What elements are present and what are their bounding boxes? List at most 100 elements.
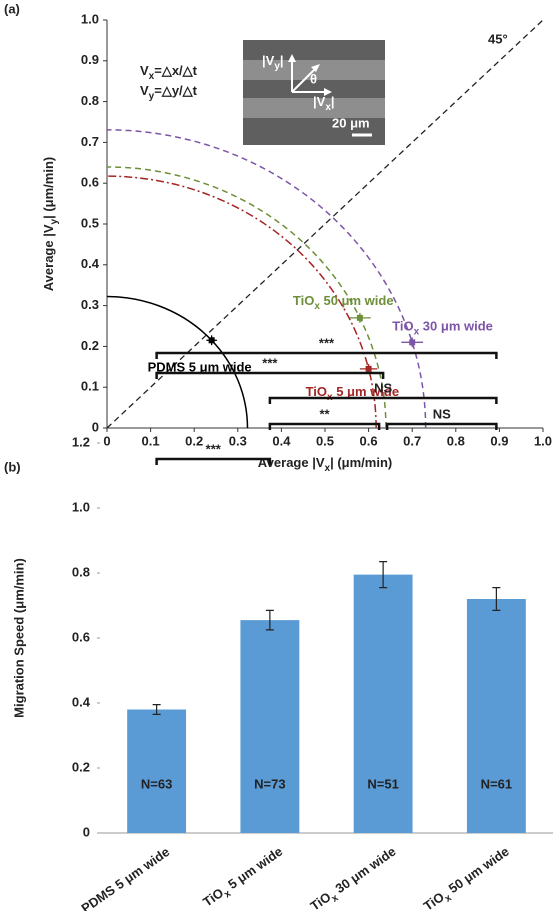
speed-arc	[106, 175, 377, 429]
y-tick-label: 0.4	[72, 694, 91, 709]
series-label-part: 50 μm wide	[320, 293, 394, 308]
y-tick-label: 0.4	[81, 256, 100, 271]
y-tick-label: 0.2	[72, 759, 90, 774]
x-tick-label: 0.4	[272, 433, 291, 448]
significance-bracket	[268, 396, 498, 404]
x-tick-label: PDMS 5 μm wide	[78, 844, 172, 911]
y-tick-label: 0.8	[72, 564, 90, 579]
error-bar	[152, 704, 161, 715]
x-tick-label: 0.2	[185, 433, 203, 448]
inset-stripe	[243, 98, 385, 118]
point	[208, 337, 215, 344]
inset-label: |Vy|	[262, 53, 284, 71]
series-label-part: 30 μm wide	[419, 319, 493, 334]
bar	[353, 574, 413, 833]
inset-label: θ	[310, 71, 317, 86]
equation: Vy=△y/△t	[140, 83, 198, 101]
bar-label: N=63	[141, 776, 172, 791]
y-tick-label: 0.9	[81, 52, 99, 67]
y-tick-label: 0	[92, 419, 99, 434]
equation-part: V	[140, 63, 149, 78]
series-label: TiOx 30 μm wide	[392, 319, 493, 337]
y-axis-label: Migration Speed (μm/min)	[11, 558, 26, 718]
x-axis-label-part: Average |V	[258, 455, 325, 470]
x-tick-label: 1.0	[534, 433, 552, 448]
x-tick-label: 0.7	[403, 433, 421, 448]
significance-label: **	[319, 406, 330, 421]
significance-bracket	[155, 351, 498, 359]
bar-label: N=73	[254, 776, 285, 791]
y-tick-label: 0.2	[81, 338, 99, 353]
y-axis-label: Average |Vy| (μm/min)	[41, 157, 59, 291]
inset-label-part: |V	[262, 53, 275, 68]
x-tick-label-part: 30 μm wide	[330, 844, 399, 899]
significance-label: ***	[319, 335, 335, 350]
error-bar	[265, 609, 274, 631]
y-tick-label: 1.2	[72, 434, 90, 449]
equation-part: =△x/△t	[154, 63, 197, 78]
x-tick-label: 0.8	[447, 433, 465, 448]
y-axis-label-part: y	[49, 218, 60, 224]
x-tick-label: 0.9	[490, 433, 508, 448]
x-tick-label-part: 50 μm wide	[443, 844, 512, 899]
inset-label: |Vx|	[313, 94, 335, 112]
x-tick-label-part: x	[329, 892, 340, 904]
significance-label: ***	[206, 441, 222, 456]
y-tick-label: 0.7	[81, 134, 99, 149]
inset-label-part: y	[274, 61, 280, 72]
point	[365, 365, 372, 372]
series-label-part: TiO	[306, 384, 327, 399]
bar	[127, 709, 187, 833]
x-tick-label-part: 5 μm wide	[223, 844, 286, 894]
significance-bracket	[268, 422, 381, 430]
x-tick-label: 0.1	[142, 433, 160, 448]
equation-part: =△y/△t	[154, 83, 197, 98]
bar-label: N=51	[367, 776, 398, 791]
series-label-part: 5 μm wide	[333, 384, 399, 399]
error-bar	[379, 561, 388, 589]
x-axis-label-part: x	[325, 463, 331, 474]
panel-label: (a)	[4, 1, 20, 16]
series-label-part: TiO	[293, 293, 314, 308]
significance-bracket	[385, 422, 498, 430]
y-tick-label: 0.1	[81, 379, 99, 394]
significance-bracket	[155, 371, 385, 379]
x-axis-label-part: | (μm/min)	[330, 455, 392, 470]
inset-label-part: |V	[313, 94, 326, 109]
y-tick-label: 0.6	[72, 629, 90, 644]
speed-arc	[106, 166, 387, 429]
panel-label: (b)	[4, 459, 21, 474]
series-label-part: x	[414, 326, 420, 337]
series-label-part: TiO	[392, 319, 413, 334]
inset-image: |Vy|θ|Vx|20 μm	[243, 40, 385, 145]
equation-part: V	[140, 83, 149, 98]
error-bar	[492, 587, 501, 611]
inset-arrow	[291, 65, 319, 93]
x-tick-label-part: TiO	[421, 889, 447, 911]
y-tick-label: 1.0	[81, 11, 99, 26]
x-tick-label-part: x	[443, 892, 454, 904]
y-tick-label: 0.3	[81, 297, 99, 312]
bar-label: N=61	[481, 776, 512, 791]
y-axis-label-part: | (μm/min)	[41, 157, 56, 219]
series-label: PDMS 5 μm wide	[148, 360, 252, 375]
bar	[466, 599, 526, 833]
y-tick-label: 0.5	[81, 215, 99, 230]
series-label: TiOx 50 μm wide	[293, 293, 394, 311]
series-label: TiOx 5 μm wide	[306, 384, 399, 402]
x-tick-label-part: TiO	[308, 889, 334, 911]
x-tick-label: TiOx 30 μm wide	[308, 844, 401, 911]
speed-arc	[106, 129, 427, 429]
x-axis-label: Average |Vx| (μm/min)	[258, 455, 392, 473]
y-tick-label: 1.0	[72, 499, 90, 514]
significance-label: ***	[262, 355, 278, 370]
inset-arrowhead	[288, 54, 332, 96]
bar	[240, 620, 300, 833]
inset-label-part: x	[325, 102, 331, 113]
equation-part: x	[149, 71, 155, 82]
x-tick-label-part: x	[222, 888, 233, 900]
x-tick-label: 0.5	[316, 433, 334, 448]
x-tick-label: 0.6	[360, 433, 378, 448]
reference-label: 45°	[488, 31, 508, 46]
